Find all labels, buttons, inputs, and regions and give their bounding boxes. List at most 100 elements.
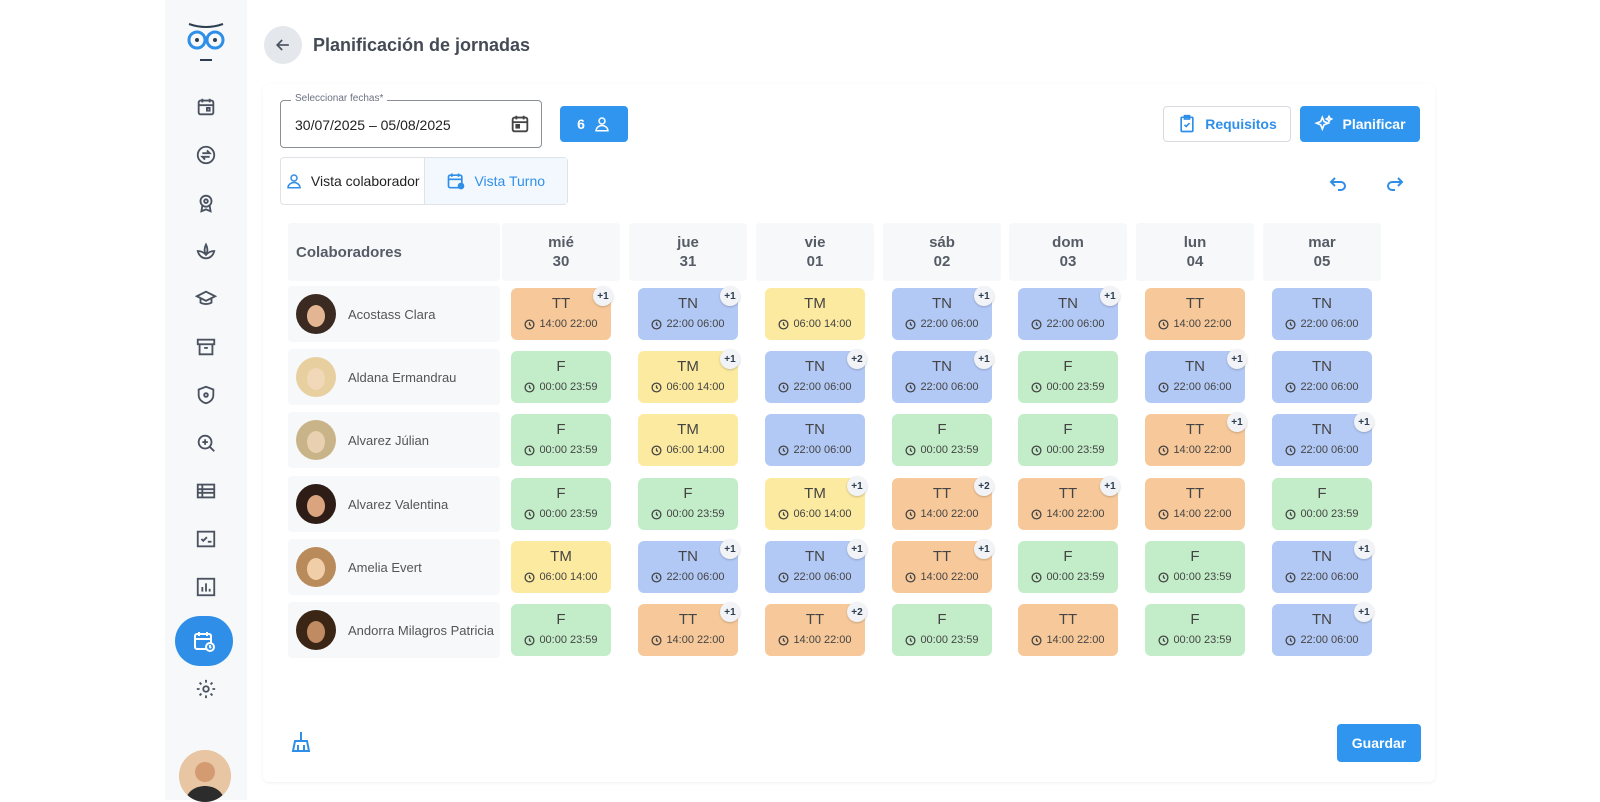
clock-icon: [1285, 571, 1296, 583]
shift-cell[interactable]: TT 14:00 22:00 +1: [892, 539, 994, 593]
calendar-icon[interactable]: [193, 94, 219, 120]
shift-cell[interactable]: TN 22:00 06:00: [1272, 351, 1372, 403]
shift-cell[interactable]: TN 22:00 06:00 +1: [1272, 602, 1374, 656]
shift-time: 00:00 23:59: [638, 508, 738, 520]
clock-icon: [1158, 508, 1169, 520]
shift-cell[interactable]: TN 22:00 06:00 +1: [1145, 349, 1247, 403]
broom-icon[interactable]: [289, 730, 313, 754]
badge-icon[interactable]: [193, 190, 219, 216]
shift-cell[interactable]: TN 22:00 06:00 +1: [765, 539, 867, 593]
shift-time: 22:00 06:00: [1272, 571, 1372, 583]
shift-cell[interactable]: TN 22:00 06:00 +1: [892, 349, 994, 403]
redo-icon[interactable]: [1383, 170, 1407, 194]
shift-cell[interactable]: TT 14:00 22:00 +1: [1145, 412, 1247, 466]
report-icon[interactable]: [193, 574, 219, 600]
shift-extra-badge[interactable]: +1: [974, 539, 994, 559]
plan-button[interactable]: Planificar: [1300, 106, 1420, 142]
shift-time: 22:00 06:00: [765, 571, 865, 583]
shift-cell[interactable]: TT 14:00 22:00: [1018, 604, 1118, 656]
shift-cell[interactable]: TM 06:00 14:00: [765, 288, 865, 340]
shift-cell[interactable]: F 00:00 23:59: [511, 604, 611, 656]
shield-icon[interactable]: [193, 382, 219, 408]
shift-extra-badge[interactable]: +2: [974, 476, 994, 496]
shift-cell[interactable]: TT 14:00 22:00: [1145, 288, 1245, 340]
shift-extra-badge[interactable]: +1: [1354, 412, 1374, 432]
lotus-icon[interactable]: [193, 238, 219, 264]
shift-cell[interactable]: TN 22:00 06:00 +1: [1272, 539, 1374, 593]
shift-extra-badge[interactable]: +1: [1354, 602, 1374, 622]
shift-cell[interactable]: F 00:00 23:59: [511, 414, 611, 466]
list-icon[interactable]: [193, 478, 219, 504]
search-icon[interactable]: [193, 430, 219, 456]
view-collaborator-label: Vista colaborador: [310, 173, 420, 189]
shift-time-value: 00:00 23:59: [920, 634, 979, 646]
shift-cell[interactable]: TT 14:00 22:00 +1: [511, 286, 613, 340]
date-range-field[interactable]: Seleccionar fechas* 30/07/2025 – 05/08/2…: [280, 93, 542, 148]
shift-extra-badge[interactable]: +1: [720, 602, 740, 622]
shift-extra-badge[interactable]: +2: [847, 602, 867, 622]
shift-cell[interactable]: TN 22:00 06:00: [765, 414, 865, 466]
shift-extra-badge[interactable]: +1: [1227, 349, 1247, 369]
shift-cell[interactable]: TN 22:00 06:00 +1: [1272, 412, 1374, 466]
shift-extra-badge[interactable]: +1: [847, 476, 867, 496]
shift-cell[interactable]: TN 22:00 06:00 +1: [1018, 286, 1120, 340]
shift-cell[interactable]: F 00:00 23:59: [892, 414, 992, 466]
shift-cell[interactable]: F 00:00 23:59: [1145, 604, 1245, 656]
shift-cell[interactable]: F 00:00 23:59: [511, 351, 611, 403]
shift-cell[interactable]: TT 14:00 22:00 +1: [1018, 476, 1120, 530]
calendar-icon[interactable]: [509, 113, 531, 135]
shift-extra-badge[interactable]: +1: [720, 539, 740, 559]
shift-cell[interactable]: TN 22:00 06:00 +1: [892, 286, 994, 340]
user-avatar[interactable]: [179, 750, 231, 802]
shift-extra-badge[interactable]: +1: [974, 286, 994, 306]
shift-code: TN: [805, 421, 825, 438]
shift-cell[interactable]: TN 22:00 06:00 +1: [638, 539, 740, 593]
clock-icon: [524, 508, 535, 520]
archive-icon[interactable]: [193, 334, 219, 360]
shift-cell[interactable]: F 00:00 23:59: [1018, 541, 1118, 593]
shift-cell[interactable]: TT 14:00 22:00 +2: [892, 476, 994, 530]
shift-cell[interactable]: F 00:00 23:59: [1018, 414, 1118, 466]
shift-extra-badge[interactable]: +1: [1227, 412, 1247, 432]
shift-extra-badge[interactable]: +1: [1100, 286, 1120, 306]
save-button[interactable]: Guardar: [1337, 724, 1421, 762]
shift-cell[interactable]: F 00:00 23:59: [1018, 351, 1118, 403]
shift-cell[interactable]: TN 22:00 06:00 +2: [765, 349, 867, 403]
view-collaborator-button[interactable]: Vista colaborador: [281, 158, 424, 204]
collaborator-name: Andorra Milagros Patricia: [348, 622, 494, 638]
back-button[interactable]: [264, 26, 302, 64]
collaborators-count-button[interactable]: 6: [560, 106, 628, 142]
graduation-cap-icon[interactable]: [193, 286, 219, 312]
shift-cell[interactable]: TN 22:00 06:00: [1272, 288, 1372, 340]
undo-icon[interactable]: [1326, 170, 1350, 194]
shift-extra-badge[interactable]: +1: [593, 286, 613, 306]
shift-extra-badge[interactable]: +2: [847, 349, 867, 369]
shift-cell[interactable]: F 00:00 23:59: [511, 478, 611, 530]
shift-extra-badge[interactable]: +1: [1354, 539, 1374, 559]
shift-cell[interactable]: TM 06:00 14:00 +1: [638, 349, 740, 403]
shift-cell[interactable]: F 00:00 23:59: [892, 604, 992, 656]
shift-extra-badge[interactable]: +1: [720, 349, 740, 369]
shift-code: F: [1317, 485, 1327, 502]
view-shift-button[interactable]: Vista Turno: [423, 158, 567, 204]
shift-cell[interactable]: F 00:00 23:59: [1272, 478, 1372, 530]
shift-cell[interactable]: TM 06:00 14:00: [511, 541, 611, 593]
shift-cell[interactable]: TT 14:00 22:00 +1: [638, 602, 740, 656]
shift-cell[interactable]: TM 06:00 14:00: [638, 414, 738, 466]
shift-extra-badge[interactable]: +1: [720, 286, 740, 306]
gear-icon[interactable]: [193, 676, 219, 702]
shift-cell[interactable]: TT 14:00 22:00 +2: [765, 602, 867, 656]
requirements-button[interactable]: Requisitos: [1163, 106, 1291, 142]
exchange-icon[interactable]: [193, 142, 219, 168]
shift-extra-badge[interactable]: +1: [1100, 476, 1120, 496]
shift-cell[interactable]: TT 14:00 22:00: [1145, 478, 1245, 530]
shift-extra-badge[interactable]: +1: [847, 539, 867, 559]
shift-extra-badge[interactable]: +1: [974, 349, 994, 369]
date-range-value[interactable]: 30/07/2025 – 05/08/2025: [295, 117, 451, 133]
shift-cell[interactable]: F 00:00 23:59: [638, 478, 738, 530]
shift-cell[interactable]: TN 22:00 06:00 +1: [638, 286, 740, 340]
schedule-icon[interactable]: [175, 616, 233, 666]
shift-cell[interactable]: TM 06:00 14:00 +1: [765, 476, 867, 530]
checklist-icon[interactable]: [193, 526, 219, 552]
shift-cell[interactable]: F 00:00 23:59: [1145, 541, 1245, 593]
